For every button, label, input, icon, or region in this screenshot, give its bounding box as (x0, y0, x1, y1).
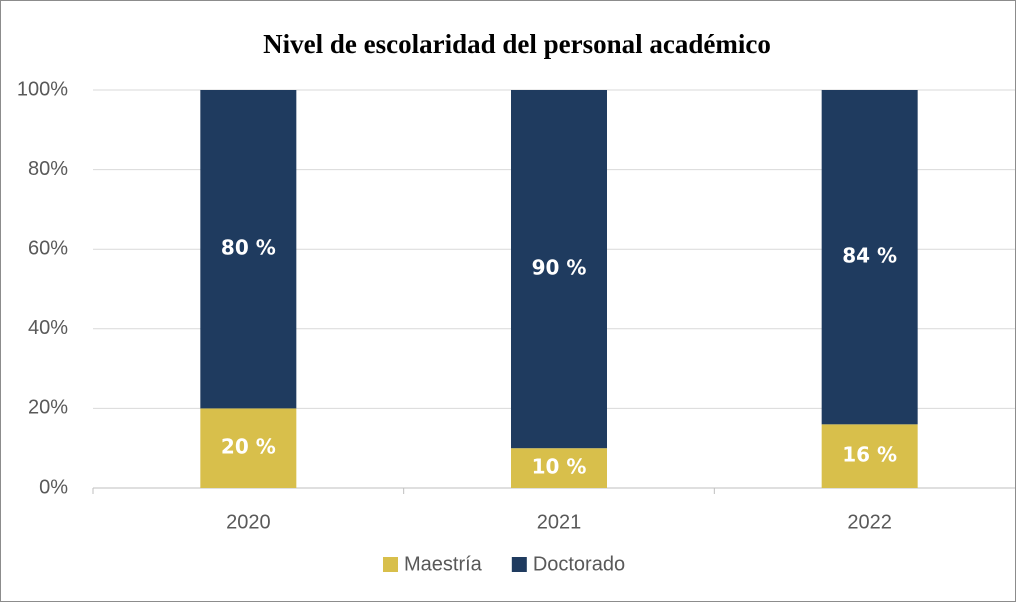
x-tick-label: 2020 (226, 511, 271, 533)
data-label: 80 % (221, 236, 276, 260)
legend-swatch (383, 557, 398, 572)
bar-segment (821, 424, 918, 488)
data-label: 90 % (532, 256, 587, 280)
bar-segment (821, 90, 918, 425)
data-label: 10 % (532, 455, 587, 479)
bar-segment (200, 90, 297, 409)
y-tick-label: 100% (17, 78, 68, 100)
legend-label: Maestría (404, 553, 483, 575)
y-tick-label: 40% (28, 317, 68, 339)
data-label: 20 % (221, 435, 276, 459)
legend-label: Doctorado (533, 553, 625, 575)
bar-segment (511, 448, 607, 488)
y-tick-label: 20% (28, 397, 68, 419)
bar-segment (200, 408, 297, 488)
y-tick-label: 60% (28, 237, 68, 259)
x-tick-label: 2021 (537, 511, 582, 533)
legend-swatch (511, 557, 527, 572)
bar-segment (511, 90, 607, 449)
y-tick-label: 0% (39, 476, 68, 498)
x-tick-label: 2022 (847, 511, 892, 533)
data-label: 16 % (842, 443, 897, 467)
y-tick-label: 80% (28, 158, 68, 180)
data-label: 84 % (842, 244, 897, 268)
chart-title: Nivel de escolaridad del personal académ… (263, 29, 771, 59)
